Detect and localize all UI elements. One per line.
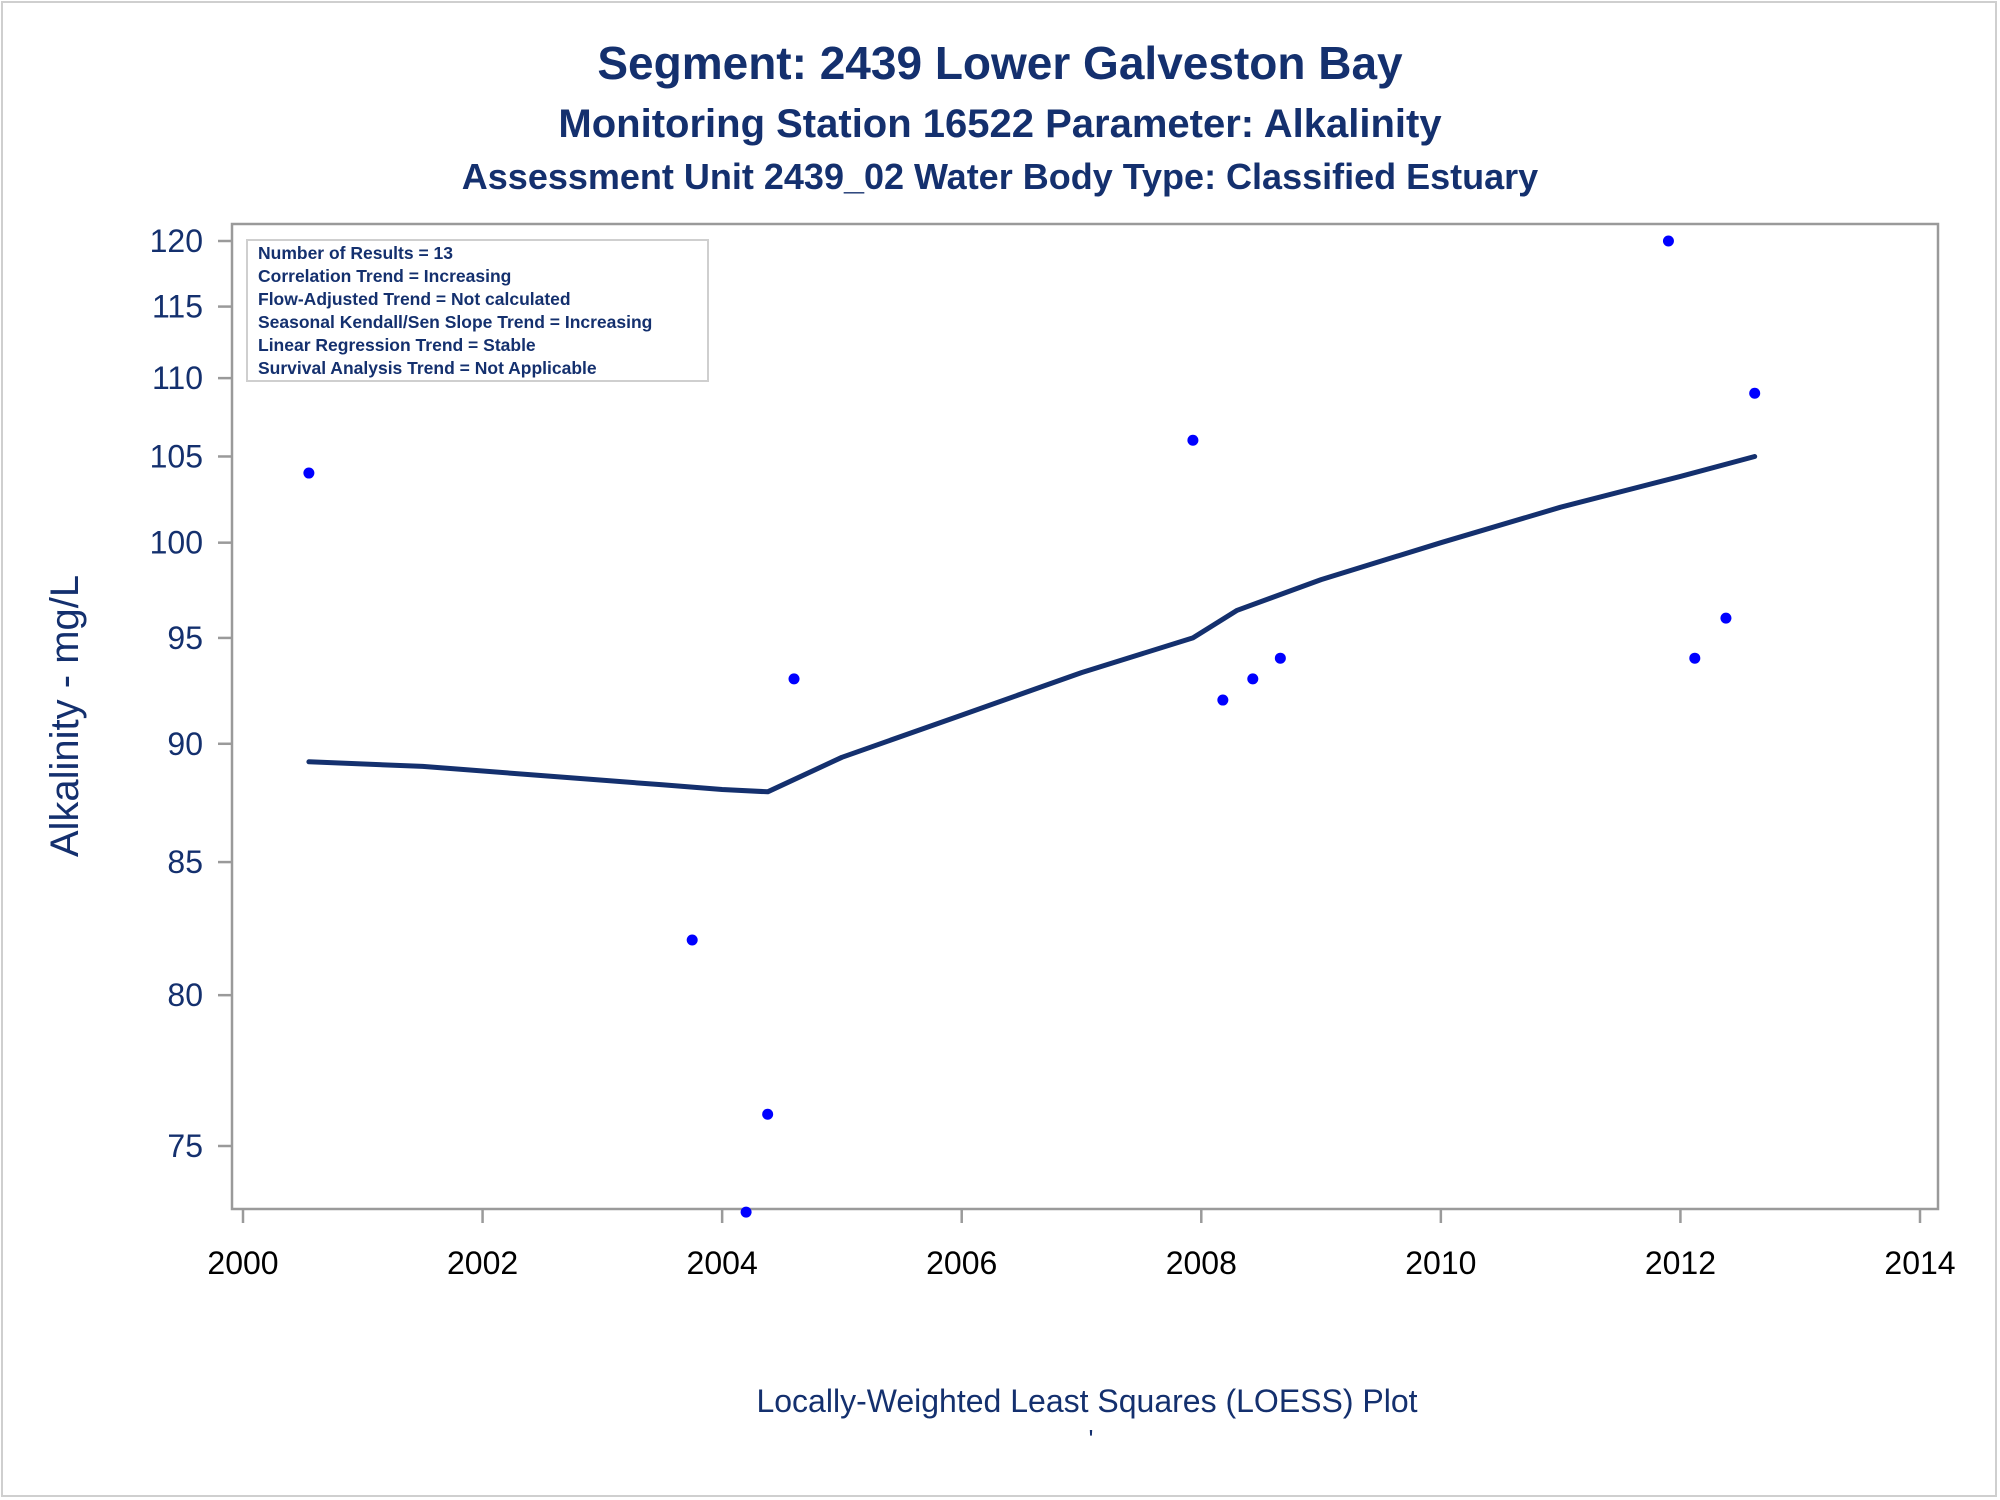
y-tick-label: 115: [152, 289, 203, 325]
data-point: [788, 673, 800, 685]
data-point: [1217, 694, 1229, 706]
x-axis-label: Locally-Weighted Least Squares (LOESS) P…: [756, 1383, 1417, 1419]
y-tick-label: 100: [150, 525, 203, 561]
data-point: [1720, 612, 1732, 624]
data-point: [686, 934, 698, 946]
chart-subtitle-2: Assessment Unit 2439_02 Water Body Type:…: [462, 156, 1538, 197]
data-point: [1662, 235, 1674, 247]
x-tick-label: 2010: [1405, 1245, 1476, 1281]
y-tick-label: 80: [167, 977, 203, 1013]
y-axis: 75 80 85 90 95 100 105 110 115 120: [150, 223, 232, 1164]
stats-line-6: Survival Analysis Trend = Not Applicable: [258, 358, 597, 378]
data-points: [303, 235, 1761, 1218]
stats-line-3: Flow-Adjusted Trend = Not calculated: [258, 289, 571, 309]
stats-line-2: Correlation Trend = Increasing: [258, 266, 511, 286]
x-tick-label: 2014: [1884, 1245, 1955, 1281]
y-tick-label: 95: [167, 620, 203, 656]
data-point: [762, 1108, 774, 1120]
data-point: [1689, 652, 1701, 664]
data-point: [1247, 673, 1259, 685]
stats-line-5: Linear Regression Trend = Stable: [258, 335, 536, 355]
data-point: [303, 467, 315, 479]
data-point: [1187, 434, 1199, 446]
y-axis-label: Alkalinity - mg/L: [43, 575, 87, 857]
loess-layer: [306, 454, 1758, 795]
y-tick-label: 120: [150, 223, 203, 259]
data-point: [1749, 387, 1761, 399]
y-tick-label: 85: [167, 844, 203, 880]
x-tick-label: 2012: [1645, 1245, 1716, 1281]
y-tick-label: 105: [150, 438, 203, 474]
stats-line-1: Number of Results = 13: [258, 243, 453, 263]
chart-title: Segment: 2439 Lower Galveston Bay: [597, 37, 1403, 89]
x-tick-label: 2006: [926, 1245, 997, 1281]
data-point: [740, 1206, 752, 1218]
loess-line: [306, 454, 1758, 795]
y-tick-label: 90: [167, 726, 203, 762]
x-axis: 2000 2002 2004 2006 2008 2010 2012 2014: [207, 1209, 1956, 1281]
data-point: [1274, 652, 1286, 664]
stats-box-border: [246, 239, 709, 382]
x-tick-label: 2008: [1166, 1245, 1237, 1281]
stats-box: Number of Results = 13 Correlation Trend…: [246, 239, 709, 382]
chart-subtitle: Monitoring Station 16522 Parameter: Alka…: [558, 102, 1442, 146]
stats-line-4: Seasonal Kendall/Sen Slope Trend = Incre…: [258, 312, 652, 332]
x-tick-label: 2004: [687, 1245, 758, 1281]
plot-area: [230, 222, 1940, 1211]
y-tick-label: 110: [152, 360, 203, 396]
x-tick-label: 2000: [207, 1245, 278, 1281]
footnote-mark: ': [1089, 1424, 1094, 1454]
x-tick-label: 2002: [447, 1245, 518, 1281]
y-tick-label: 75: [167, 1128, 203, 1164]
